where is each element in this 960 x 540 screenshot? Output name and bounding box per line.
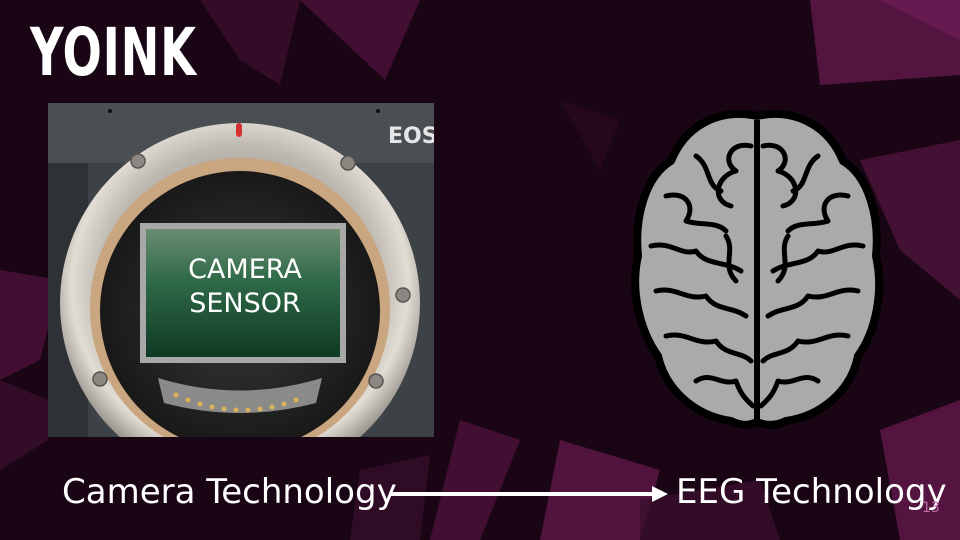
sensor-label-line1: CAMERA <box>188 254 302 285</box>
brain-icon <box>631 110 884 429</box>
page-number: 13 <box>922 500 940 516</box>
sensor-label-line2: SENSOR <box>189 288 301 319</box>
sensor-label: CAMERA SENSOR <box>178 253 312 321</box>
arrow-right-icon <box>390 486 668 502</box>
caption-camera-technology: Camera Technology <box>62 472 397 512</box>
camera-mount-illustration: EOS <box>48 103 434 437</box>
camera-mount-photo: EOS CAMERA SENSOR <box>48 103 434 437</box>
caption-eeg-technology: EEG Technology <box>676 472 947 512</box>
slide-title: YOINK <box>30 14 197 91</box>
brand-text: EOS <box>388 124 434 149</box>
